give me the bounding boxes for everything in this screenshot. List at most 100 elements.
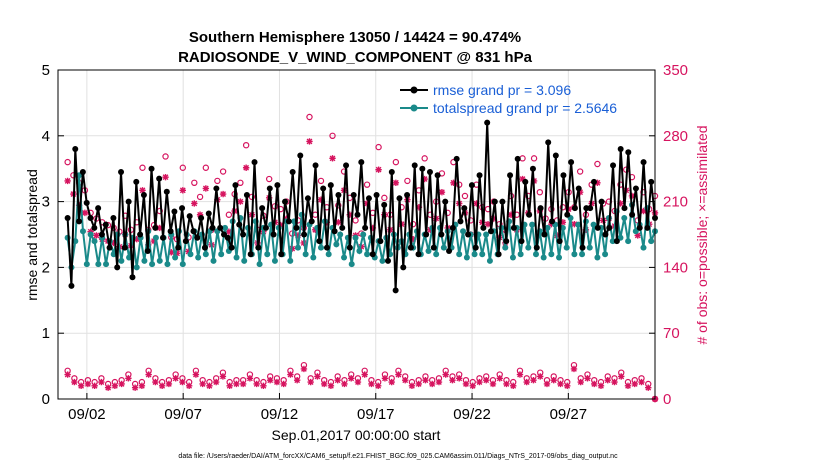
rmse-point (590, 178, 597, 185)
obs-possible-point (191, 179, 198, 186)
spread-point (594, 254, 601, 261)
rmse-point (198, 215, 205, 222)
x-tick-label: 09/07 (164, 406, 202, 423)
rmse-point (213, 185, 220, 192)
obs-assimilated-low-point (604, 377, 611, 384)
obs-assimilated-point (150, 237, 158, 245)
rmse-point (640, 159, 647, 166)
spread-point (471, 251, 478, 258)
obs-assimilated-point (168, 249, 175, 256)
rmse-point (72, 145, 79, 152)
rmse-point (426, 168, 433, 175)
spread-point (87, 231, 94, 238)
obs-assimilated-point (156, 224, 163, 232)
spread-point (341, 254, 348, 261)
spread-point (348, 261, 355, 268)
spread-point (602, 251, 609, 258)
obs-assimilated-low-point (415, 380, 422, 388)
obs-assimilated-low-point (429, 380, 436, 388)
spread-point (325, 251, 332, 258)
rmse-point (289, 168, 296, 175)
rmse-point (423, 231, 430, 238)
y2-tick-label: 70 (663, 325, 680, 342)
obs-assimilated-low-point (179, 378, 186, 386)
x-tick-label: 09/12 (261, 406, 299, 423)
rmse-point (396, 195, 403, 202)
obs-assimilated-point (519, 175, 526, 183)
rmse-point (648, 178, 655, 185)
obs-possible-point (559, 204, 567, 211)
rmse-point (449, 224, 456, 231)
y2-axis-label: # of obs: o=possible; ×=assimilated (694, 125, 710, 344)
spread-point (648, 238, 655, 245)
obs-assimilated-low-point (280, 380, 287, 388)
obs-assimilated-point (409, 236, 417, 243)
obs-assimilated-low-point (456, 375, 463, 382)
spread-point (425, 247, 432, 254)
rmse-point (453, 155, 460, 162)
obs-possible-point (381, 194, 388, 202)
obs-assimilated-point (219, 190, 227, 198)
obs-assimilated-low-point (287, 371, 294, 378)
obs-possible-point (421, 155, 428, 162)
rmse-point (571, 205, 578, 212)
rmse-point (377, 238, 384, 245)
obs-assimilated-low-point (530, 377, 537, 384)
rmse-point (262, 224, 269, 231)
spread-point (379, 257, 386, 264)
obs-assimilated-low-point (483, 377, 490, 384)
rmse-point (465, 231, 472, 238)
obs-possible-point (214, 177, 221, 185)
rmse-point (392, 287, 399, 294)
obs-possible-point (363, 181, 371, 188)
obs-assimilated-point (490, 215, 497, 222)
rmse-point (114, 264, 121, 271)
spread-point (486, 257, 493, 264)
rmse-point (179, 205, 186, 212)
rmse-point (381, 201, 388, 208)
obs-assimilated-low-point (510, 382, 517, 390)
rmse-point (297, 152, 304, 159)
rmse-point (64, 215, 71, 222)
obs-assimilated-point (191, 200, 198, 207)
obs-assimilated-low-point (631, 380, 638, 388)
obs-possible-point (409, 220, 417, 228)
rmse-point (621, 205, 628, 212)
rmse-point (430, 244, 437, 251)
obs-assimilated-point (179, 187, 186, 194)
obs-assimilated-low-point (219, 373, 227, 380)
spread-point (529, 221, 536, 228)
rmse-point (575, 185, 582, 192)
obs-assimilated-low-point (125, 375, 132, 382)
obs-assimilated-point (346, 211, 353, 218)
rmse-point (251, 159, 258, 166)
obs-assimilated-point (196, 211, 204, 218)
rmse-point (133, 178, 140, 185)
obs-assimilated-low-point (537, 373, 544, 380)
obs-assimilated-low-point (145, 371, 152, 378)
rmse-point (323, 244, 330, 251)
obs-possible-point (162, 153, 169, 160)
obs-possible-point (179, 164, 186, 171)
rmse-point (274, 182, 281, 189)
obs-assimilated-point (162, 173, 169, 181)
spread-point (625, 238, 632, 245)
spread-point (318, 244, 325, 251)
obs-assimilated-point (640, 207, 647, 215)
spread-point (532, 251, 539, 258)
obs-assimilated-low-point (381, 375, 389, 382)
rmse-point (556, 238, 563, 245)
rmse-point (411, 162, 418, 169)
rmse-point (175, 244, 182, 251)
legend: rmse grand pr = 3.096 totalspread grand … (400, 82, 617, 116)
obs-assimilated-point (185, 248, 192, 255)
rmse-point (282, 198, 289, 205)
chart-title: Southern Hemisphere 13050 / 14424 = 90.4… (189, 29, 521, 46)
obs-assimilated-low-point (395, 371, 402, 378)
obs-assimilated-low-point (341, 380, 348, 388)
rmse-point (163, 188, 170, 195)
obs-possible-point (392, 158, 400, 166)
rmse-point (308, 218, 315, 225)
obs-assimilated-low-point (523, 378, 530, 386)
rmse-point (549, 218, 556, 225)
